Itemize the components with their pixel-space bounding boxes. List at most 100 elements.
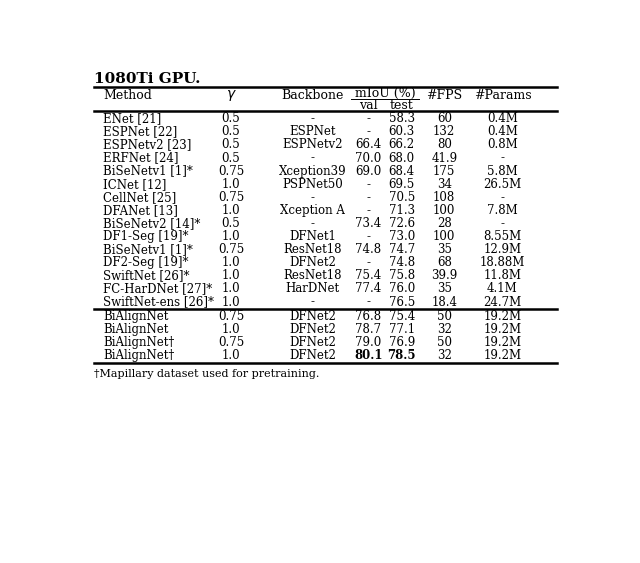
Text: -: - (366, 230, 371, 243)
Text: 78.7: 78.7 (355, 323, 381, 336)
Text: 1.0: 1.0 (222, 204, 241, 217)
Text: 60.3: 60.3 (388, 126, 415, 138)
Text: Backbone: Backbone (282, 89, 344, 102)
Text: 1.0: 1.0 (222, 269, 241, 283)
Text: 68.4: 68.4 (388, 164, 415, 177)
Text: DF2-Seg [19]*: DF2-Seg [19]* (103, 256, 189, 269)
Text: 100: 100 (433, 204, 456, 217)
Text: 74.8: 74.8 (388, 256, 415, 269)
Text: 70.5: 70.5 (388, 191, 415, 204)
Text: -: - (310, 191, 314, 204)
Text: mIoU (%): mIoU (%) (355, 87, 415, 100)
Text: 77.4: 77.4 (355, 283, 381, 296)
Text: 0.8M: 0.8M (487, 138, 518, 151)
Text: 41.9: 41.9 (431, 151, 458, 164)
Text: ERFNet [24]: ERFNet [24] (103, 151, 179, 164)
Text: $\gamma$: $\gamma$ (226, 88, 237, 103)
Text: SwiftNet [26]*: SwiftNet [26]* (103, 269, 189, 283)
Text: ESPNetv2 [23]: ESPNetv2 [23] (103, 138, 191, 151)
Text: 32: 32 (437, 350, 452, 363)
Text: 79.0: 79.0 (355, 336, 381, 349)
Text: 1.0: 1.0 (222, 350, 241, 363)
Text: HarDNet: HarDNet (285, 283, 340, 296)
Text: -: - (366, 191, 371, 204)
Text: DFNet2: DFNet2 (289, 323, 336, 336)
Text: 34: 34 (436, 178, 452, 191)
Text: BiSeNetv1 [1]*: BiSeNetv1 [1]* (103, 243, 193, 256)
Text: 1.0: 1.0 (222, 256, 241, 269)
Text: 60: 60 (436, 112, 452, 125)
Text: 0.75: 0.75 (218, 164, 244, 177)
Text: Xception39: Xception39 (278, 164, 346, 177)
Text: 18.4: 18.4 (431, 296, 457, 309)
Text: 68: 68 (437, 256, 452, 269)
Text: 32: 32 (437, 323, 452, 336)
Text: 80: 80 (437, 138, 452, 151)
Text: Method: Method (103, 89, 152, 102)
Text: -: - (366, 256, 371, 269)
Text: 132: 132 (433, 126, 456, 138)
Text: ESPNetv2: ESPNetv2 (282, 138, 343, 151)
Text: -: - (366, 296, 371, 309)
Text: 7.8M: 7.8M (487, 204, 518, 217)
Text: BiAlignNet†: BiAlignNet† (103, 336, 175, 349)
Text: test: test (390, 99, 413, 112)
Text: 24.7M: 24.7M (483, 296, 522, 309)
Text: 8.55M: 8.55M (483, 230, 522, 243)
Text: 5.8M: 5.8M (487, 164, 518, 177)
Text: DFNet1: DFNet1 (289, 230, 336, 243)
Text: 26.5M: 26.5M (483, 178, 522, 191)
Text: 0.75: 0.75 (218, 243, 244, 256)
Text: 19.2M: 19.2M (483, 336, 522, 349)
Text: 1080Ti GPU.: 1080Ti GPU. (94, 72, 200, 86)
Text: 75.4: 75.4 (355, 269, 381, 283)
Text: 1.0: 1.0 (222, 296, 241, 309)
Text: 19.2M: 19.2M (483, 350, 522, 363)
Text: 50: 50 (436, 310, 452, 323)
Text: BiSeNetv2 [14]*: BiSeNetv2 [14]* (103, 217, 200, 230)
Text: 28: 28 (437, 217, 452, 230)
Text: 1.0: 1.0 (222, 230, 241, 243)
Text: -: - (500, 151, 504, 164)
Text: 75.8: 75.8 (388, 269, 415, 283)
Text: #FPS: #FPS (426, 89, 462, 102)
Text: 0.75: 0.75 (218, 310, 244, 323)
Text: BiAlignNet: BiAlignNet (103, 310, 168, 323)
Text: 74.7: 74.7 (388, 243, 415, 256)
Text: -: - (366, 112, 371, 125)
Text: CellNet [25]: CellNet [25] (103, 191, 177, 204)
Text: 74.8: 74.8 (355, 243, 381, 256)
Text: -: - (366, 204, 371, 217)
Text: -: - (310, 217, 314, 230)
Text: BiSeNetv1 [1]*: BiSeNetv1 [1]* (103, 164, 193, 177)
Text: 11.8M: 11.8M (483, 269, 522, 283)
Text: 76.5: 76.5 (388, 296, 415, 309)
Text: 76.0: 76.0 (388, 283, 415, 296)
Text: -: - (500, 217, 504, 230)
Text: 69.0: 69.0 (355, 164, 381, 177)
Text: SwiftNet-ens [26]*: SwiftNet-ens [26]* (103, 296, 214, 309)
Text: DFNet2: DFNet2 (289, 310, 336, 323)
Text: 18.88M: 18.88M (480, 256, 525, 269)
Text: DFNet2: DFNet2 (289, 256, 336, 269)
Text: 0.5: 0.5 (221, 138, 241, 151)
Text: DF1-Seg [19]*: DF1-Seg [19]* (103, 230, 189, 243)
Text: 35: 35 (436, 243, 452, 256)
Text: 66.2: 66.2 (388, 138, 415, 151)
Text: 76.9: 76.9 (388, 336, 415, 349)
Text: 72.6: 72.6 (388, 217, 415, 230)
Text: Xception A: Xception A (280, 204, 345, 217)
Text: 0.4M: 0.4M (487, 126, 518, 138)
Text: -: - (310, 112, 314, 125)
Text: -: - (366, 126, 371, 138)
Text: 69.5: 69.5 (388, 178, 415, 191)
Text: val: val (359, 99, 378, 112)
Text: 71.3: 71.3 (388, 204, 415, 217)
Text: DFNet2: DFNet2 (289, 336, 336, 349)
Text: 73.4: 73.4 (355, 217, 381, 230)
Text: ESPNet: ESPNet (289, 126, 336, 138)
Text: DFNet2: DFNet2 (289, 350, 336, 363)
Text: ESPNet [22]: ESPNet [22] (103, 126, 177, 138)
Text: PSPNet50: PSPNet50 (282, 178, 343, 191)
Text: 35: 35 (436, 283, 452, 296)
